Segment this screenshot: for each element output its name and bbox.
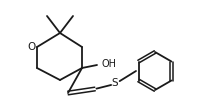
Text: OH: OH (101, 59, 116, 69)
Text: S: S (112, 78, 118, 88)
Text: O: O (27, 42, 35, 52)
